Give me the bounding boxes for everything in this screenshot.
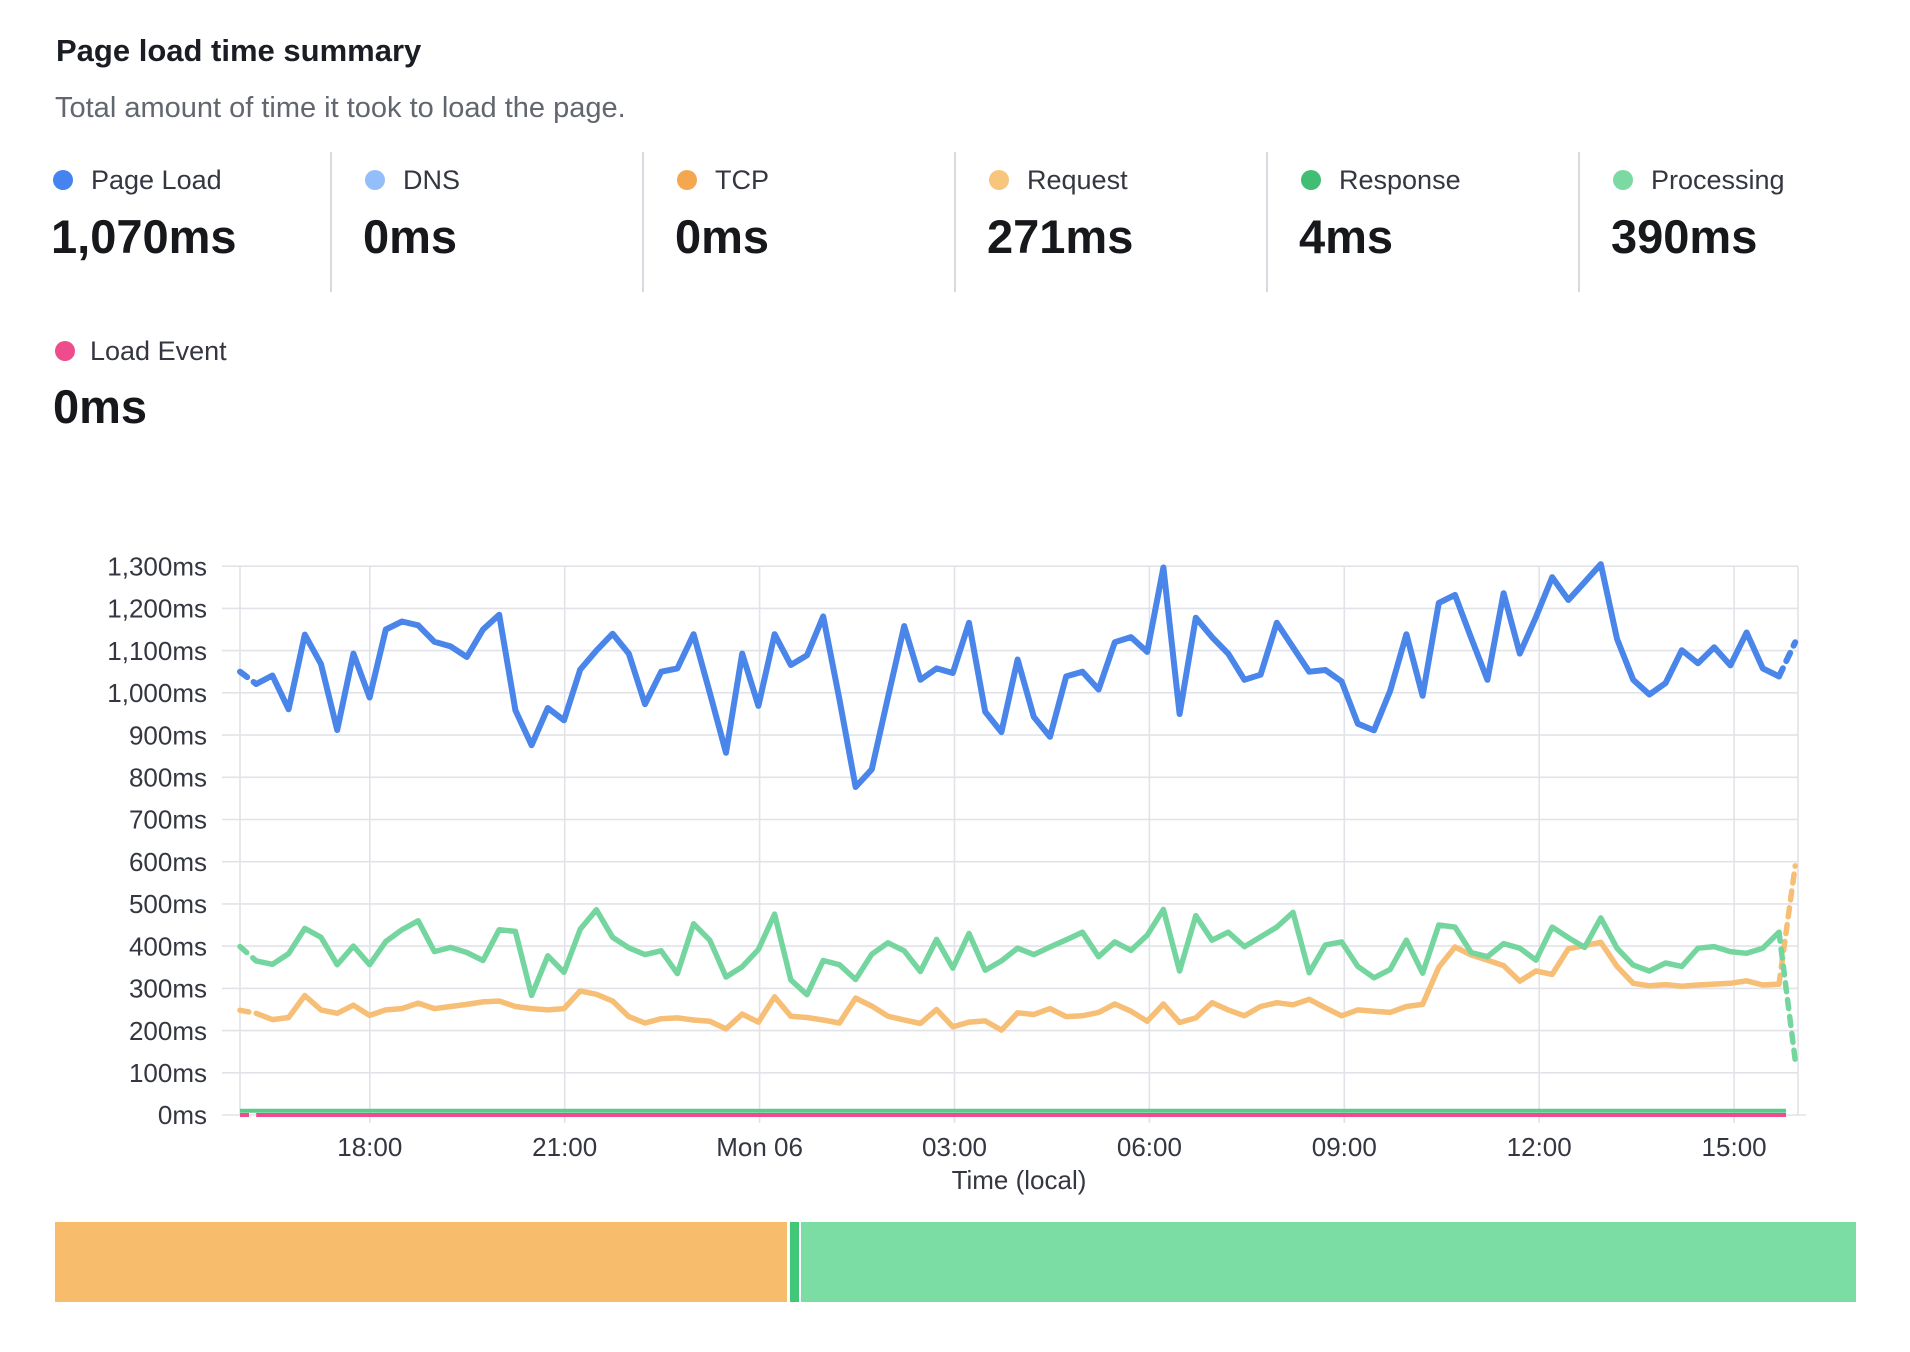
svg-text:700ms: 700ms	[129, 805, 207, 835]
svg-text:09:00: 09:00	[1312, 1132, 1377, 1162]
svg-text:18:00: 18:00	[337, 1132, 402, 1162]
svg-text:200ms: 200ms	[129, 1016, 207, 1046]
svg-text:300ms: 300ms	[129, 974, 207, 1004]
svg-text:900ms: 900ms	[129, 720, 207, 750]
svg-text:06:00: 06:00	[1117, 1132, 1182, 1162]
svg-text:100ms: 100ms	[129, 1058, 207, 1088]
svg-text:21:00: 21:00	[532, 1132, 597, 1162]
svg-text:400ms: 400ms	[129, 931, 207, 961]
svg-text:500ms: 500ms	[129, 889, 207, 919]
svg-text:600ms: 600ms	[129, 847, 207, 877]
svg-text:03:00: 03:00	[922, 1132, 987, 1162]
svg-text:1,000ms: 1,000ms	[107, 678, 207, 708]
svg-text:800ms: 800ms	[129, 763, 207, 793]
svg-text:1,300ms: 1,300ms	[107, 551, 207, 581]
svg-text:Time (local): Time (local)	[952, 1165, 1087, 1195]
svg-text:Mon 06: Mon 06	[716, 1132, 803, 1162]
svg-text:12:00: 12:00	[1507, 1132, 1572, 1162]
svg-text:15:00: 15:00	[1702, 1132, 1767, 1162]
svg-text:1,200ms: 1,200ms	[107, 594, 207, 624]
svg-text:0ms: 0ms	[158, 1100, 207, 1130]
svg-text:1,100ms: 1,100ms	[107, 636, 207, 666]
